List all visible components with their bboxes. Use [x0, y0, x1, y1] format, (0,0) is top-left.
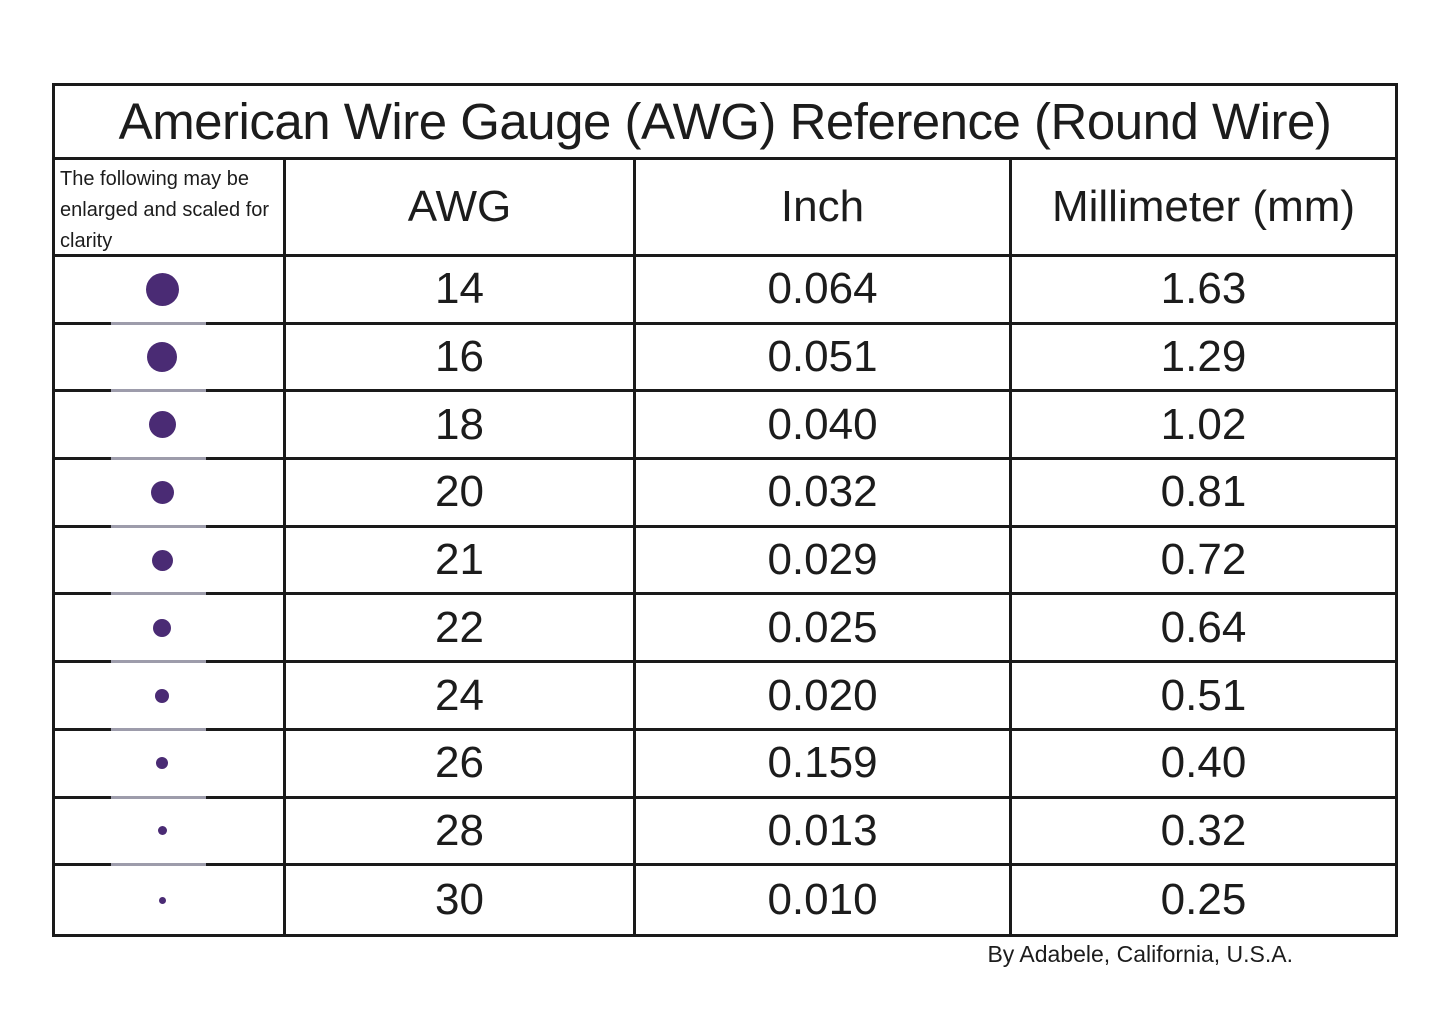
- wire-size-dot: [150, 480, 174, 504]
- awg-value: 28: [286, 798, 636, 867]
- awg-value: 14: [286, 257, 636, 325]
- column-header-inch: Inch: [636, 160, 1012, 257]
- wire-dot-cell: [55, 324, 286, 393]
- wire-size-dot: [156, 757, 168, 770]
- dot-underline: [111, 727, 206, 731]
- mm-value: 1.29: [1012, 325, 1395, 393]
- awg-value: 18: [286, 392, 636, 461]
- awg-value: 21: [286, 527, 636, 596]
- column-header-awg: AWG: [286, 160, 636, 257]
- dot-underline: [111, 863, 206, 867]
- mm-value: 0.72: [1012, 528, 1395, 596]
- mm-value: 0.64: [1012, 595, 1395, 664]
- wire-size-dot: [148, 411, 176, 439]
- dot-underline: [111, 457, 206, 461]
- wire-size-dot: [155, 688, 169, 703]
- awg-value: 20: [286, 460, 636, 528]
- awg-value: 16: [286, 324, 636, 393]
- mm-value: 0.32: [1012, 799, 1395, 867]
- inch-value: 0.013: [636, 798, 1012, 867]
- wire-size-dot: [158, 896, 166, 904]
- wire-dot-cell: [55, 730, 286, 799]
- column-header-mm: Millimeter (mm): [1012, 160, 1395, 257]
- inch-value: 0.064: [636, 257, 1012, 325]
- awg-reference-table: American Wire Gauge (AWG) Reference (Rou…: [52, 83, 1398, 937]
- mm-value: 1.02: [1012, 392, 1395, 461]
- wire-dot-cell: [55, 527, 286, 596]
- inch-value: 0.159: [636, 730, 1012, 799]
- wire-dot-cell: [55, 257, 286, 325]
- inch-value: 0.020: [636, 663, 1012, 731]
- inch-value: 0.032: [636, 460, 1012, 528]
- mm-value: 0.40: [1012, 731, 1395, 799]
- wire-dot-cell: [55, 798, 286, 867]
- mm-value: 1.63: [1012, 257, 1395, 325]
- awg-value: 24: [286, 663, 636, 731]
- inch-value: 0.029: [636, 527, 1012, 596]
- wire-dot-cell: [55, 460, 286, 528]
- dot-underline: [111, 795, 206, 799]
- mm-value: 0.25: [1160, 875, 1247, 925]
- inch-value: 0.010: [636, 866, 1012, 934]
- dot-underline: [111, 592, 206, 596]
- inch-value: 0.040: [636, 392, 1012, 461]
- mm-value: 0.81: [1012, 460, 1395, 528]
- wire-size-dot: [153, 618, 171, 637]
- dot-underline: [111, 389, 206, 393]
- wire-size-dot: [157, 826, 167, 836]
- table-title: American Wire Gauge (AWG) Reference (Rou…: [55, 86, 1395, 160]
- wire-size-dot: [145, 272, 179, 306]
- wire-size-dot: [151, 549, 173, 571]
- wire-dot-cell: [55, 866, 286, 934]
- mm-value: 0.51: [1012, 663, 1395, 731]
- header-note: The following may be enlarged and scaled…: [55, 160, 286, 257]
- wire-dot-cell: [55, 392, 286, 461]
- awg-value: 22: [286, 595, 636, 664]
- dot-underline: [111, 524, 206, 528]
- wire-size-dot: [147, 342, 177, 373]
- attribution: By Adabele, California, U.S.A.: [987, 941, 1293, 967]
- wire-dot-cell: [55, 663, 286, 731]
- inch-value: 0.025: [636, 595, 1012, 664]
- inch-value: 0.051: [636, 324, 1012, 393]
- awg-value: 30: [286, 866, 636, 934]
- dot-underline: [111, 660, 206, 664]
- dot-underline: [111, 321, 206, 325]
- wire-dot-cell: [55, 595, 286, 664]
- awg-value: 26: [286, 730, 636, 799]
